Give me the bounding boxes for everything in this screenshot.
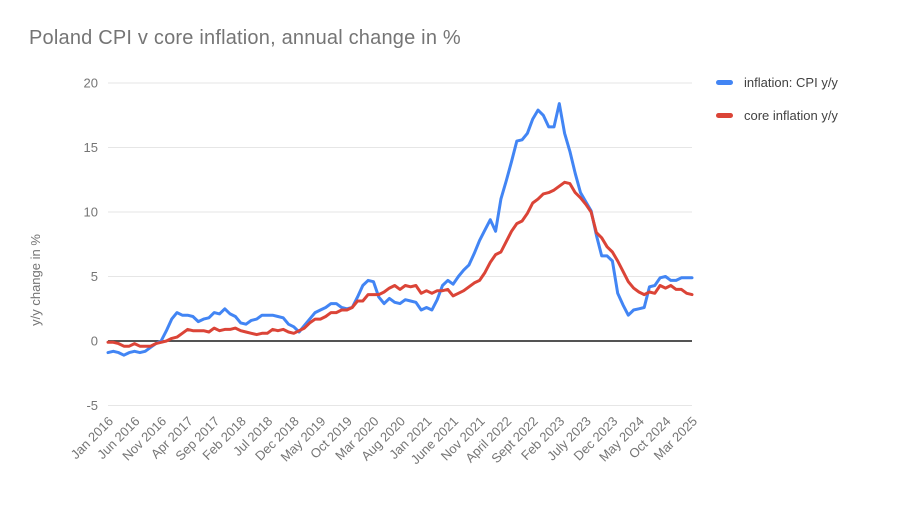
chart-title: Poland CPI v core inflation, annual chan… <box>29 27 461 49</box>
y-axis-tick-label: 20 <box>84 76 98 91</box>
series-line-core[interactable] <box>106 180 694 348</box>
y-axis-tick-label: 10 <box>84 205 98 220</box>
legend-label-cpi: inflation: CPI y/y <box>744 74 838 90</box>
y-axis-tick-label: 0 <box>91 334 98 349</box>
series-line-cpi[interactable] <box>106 102 694 357</box>
y-axis-tick-label: 5 <box>91 269 98 284</box>
legend: inflation: CPI y/y core inflation y/y <box>716 72 838 138</box>
y-axis-tick-label: -5 <box>86 398 98 413</box>
legend-item-core[interactable]: core inflation y/y <box>716 105 838 125</box>
legend-label-core: core inflation y/y <box>744 107 838 123</box>
cpi-series-swatch-icon <box>716 79 733 85</box>
core-series-swatch-icon <box>716 112 733 118</box>
y-axis-title: y/y change in % <box>28 234 43 326</box>
legend-item-cpi[interactable]: inflation: CPI y/y <box>716 72 838 92</box>
y-axis-tick-label: 15 <box>84 140 98 155</box>
